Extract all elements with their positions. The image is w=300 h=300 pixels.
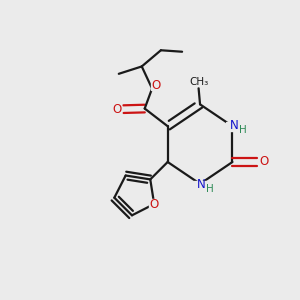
Bar	[260, 158, 268, 166]
Text: H: H	[206, 184, 214, 194]
Text: O: O	[149, 197, 159, 211]
Bar	[226, 122, 242, 131]
Bar	[194, 181, 210, 190]
Bar	[149, 199, 159, 209]
Text: N: N	[197, 178, 206, 191]
Text: O: O	[151, 79, 160, 92]
Bar	[152, 82, 160, 90]
Bar	[112, 105, 122, 114]
Text: O: O	[112, 103, 122, 116]
Bar	[194, 78, 204, 86]
Text: O: O	[259, 155, 268, 169]
Text: N: N	[230, 119, 238, 132]
Text: H: H	[239, 125, 247, 135]
Text: CH₃: CH₃	[189, 77, 208, 87]
